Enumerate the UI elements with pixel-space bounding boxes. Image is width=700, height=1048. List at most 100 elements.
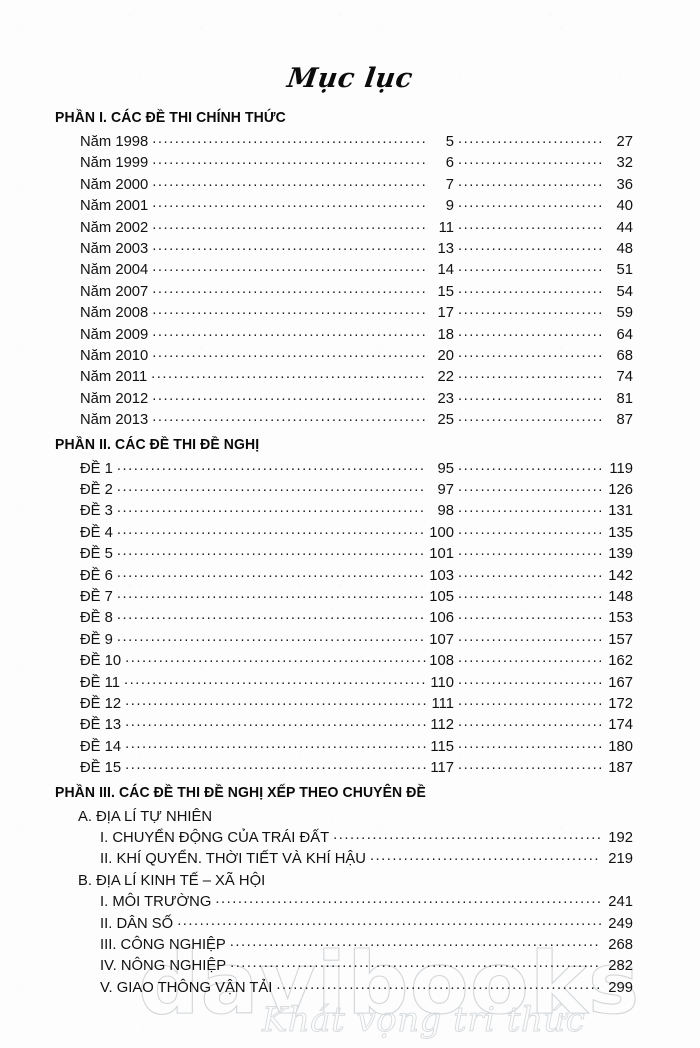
toc-entry[interactable]: ĐỀ 4 100 135 (80, 525, 633, 546)
toc-entry-page-secondary: 81 (616, 390, 633, 407)
toc-entry[interactable]: ĐỀ 3 98 131 (80, 503, 633, 524)
dot-leader (458, 586, 604, 602)
toc-entry[interactable]: Năm 2013 25 87 (80, 412, 633, 433)
dot-leader (151, 366, 426, 382)
toc-entry-page-primary: 17 (437, 305, 454, 322)
toc-entry[interactable]: I. MÔI TRƯỜNG 241 (100, 894, 633, 915)
toc-entry[interactable]: Năm 2001 9 40 (80, 198, 633, 219)
toc-entry-label: II. KHÍ QUYỂN. THỜI TIẾT VÀ KHÍ HẬU (100, 851, 366, 868)
toc-entry-page-primary: 101 (429, 546, 454, 563)
toc-entry[interactable]: ĐỀ 12 111 172 (80, 696, 633, 717)
toc-entry-label: ĐỀ 2 (80, 482, 113, 498)
watermark-tagline: Khát vọng tri thức (262, 1000, 586, 1041)
dot-leader (125, 693, 426, 709)
toc-entry[interactable]: Năm 2011 22 74 (80, 369, 633, 390)
toc-entry[interactable]: Năm 2009 18 64 (80, 327, 633, 348)
toc-entry-page-primary: 97 (437, 482, 454, 498)
toc-entry-page-secondary: 174 (608, 717, 633, 734)
toc-entry[interactable]: Năm 1999 6 32 (80, 155, 633, 176)
dot-leader (458, 607, 604, 623)
toc-entry[interactable]: ĐỀ 5 101 139 (80, 546, 633, 567)
toc-entry-page-primary: 7 (445, 176, 454, 193)
toc-entry-page-secondary: 87 (616, 412, 633, 429)
toc-entry-page: 282 (608, 958, 633, 975)
toc-entry-label: ĐỀ 4 (80, 524, 113, 541)
toc-entry[interactable]: ĐỀ 13 112 174 (80, 717, 633, 738)
dot-leader (458, 500, 604, 516)
dot-leader (125, 650, 426, 666)
toc-entry[interactable]: ĐỀ 10 108 162 (80, 653, 633, 674)
toc-entry-page-primary: 22 (437, 369, 454, 386)
toc-entry[interactable]: ĐỀ 7 105 148 (80, 589, 633, 610)
dot-leader (152, 345, 426, 361)
toc-entry-page-primary: 5 (445, 134, 454, 150)
toc-entry-page-primary: 18 (437, 326, 454, 343)
toc-entry[interactable]: Năm 1998 5 27 (80, 134, 633, 155)
dot-leader (458, 238, 604, 254)
toc-entry-label: ĐỀ 5 (80, 546, 113, 563)
dot-leader (152, 388, 426, 404)
dot-leader (117, 565, 426, 581)
toc-entry-label: Năm 2001 (80, 198, 149, 215)
toc-entry[interactable]: ĐỀ 11 110 167 (80, 675, 633, 696)
toc-entry[interactable]: Năm 2000 7 36 (80, 177, 633, 198)
toc-entry-label: IV. NÔNG NGHIỆP (100, 958, 227, 975)
toc-entry-label: I. MÔI TRƯỜNG (100, 894, 212, 911)
toc-entry[interactable]: ĐỀ 14 115 180 (80, 739, 633, 760)
toc-entry-page-secondary: 131 (608, 503, 633, 520)
toc-entry-page-secondary: 44 (616, 219, 633, 236)
dot-leader (117, 479, 426, 495)
toc-entry[interactable]: ĐỀ 6 103 142 (80, 568, 633, 589)
toc-entry-page: 219 (608, 851, 633, 868)
toc-entry[interactable]: Năm 2007 15 54 (80, 284, 633, 305)
toc-entry[interactable]: Năm 2002 11 44 (80, 220, 633, 241)
toc-entry-label: V. GIAO THÔNG VẬN TẢI (100, 979, 273, 996)
dot-leader (458, 259, 604, 275)
toc-entry-page-secondary: 167 (608, 674, 633, 691)
dot-leader (458, 714, 604, 730)
dot-leader (117, 500, 426, 516)
dot-leader (124, 672, 426, 688)
toc-entry-page-primary: 117 (430, 760, 454, 777)
toc-entry[interactable]: ĐỀ 15 117 187 (80, 760, 633, 781)
toc-entry-page: 268 (608, 937, 633, 953)
toc-entry-page-secondary: 32 (616, 155, 633, 172)
toc-entry[interactable]: ĐỀ 9 107 157 (80, 632, 633, 653)
dot-leader (152, 217, 426, 233)
toc-entry-page-primary: 110 (430, 674, 454, 691)
toc-entry-label: ĐỀ 3 (80, 503, 113, 520)
toc-entry-page-primary: 25 (437, 412, 454, 429)
toc-entry[interactable]: II. DÂN SỐ 249 (100, 916, 633, 937)
toc-entry-label: Năm 2012 (80, 390, 149, 407)
part-heading-1: PHẦN I. CÁC ĐỀ THI CHÍNH THỨC (55, 110, 286, 126)
part-heading-2: PHẦN II. CÁC ĐỀ THI ĐỀ NGHỊ (55, 436, 260, 453)
toc-entry[interactable]: III. CÔNG NGHIỆP 268 (100, 937, 633, 958)
toc-entry-label: Năm 2010 (80, 348, 149, 364)
toc-entry[interactable]: II. KHÍ QUYỂN. THỜI TIẾT VÀ KHÍ HẬU 219 (100, 851, 633, 872)
toc-entry-label: Năm 2000 (80, 176, 149, 193)
toc-entry-label: ĐỀ 13 (80, 717, 122, 734)
toc-entry[interactable]: Năm 2012 23 81 (80, 391, 633, 412)
toc-entry-label: II. DÂN SỐ (100, 915, 174, 932)
toc-entry[interactable]: Năm 2008 17 59 (80, 305, 633, 326)
toc-entry-label: ĐỀ 7 (80, 589, 113, 605)
toc-entry[interactable]: ĐỀ 8 106 153 (80, 610, 633, 631)
toc-entry[interactable]: IV. NÔNG NGHIỆP 282 (100, 958, 633, 979)
toc-entry[interactable]: Năm 2010 20 68 (80, 348, 633, 369)
toc-entry[interactable]: V. GIAO THÔNG VẬN TẢI 299 (100, 980, 633, 1001)
toc-entry[interactable]: I. CHUYỂN ĐỘNG CỦA TRÁI ĐẤT 192 (100, 830, 633, 851)
toc-entry[interactable]: ĐỀ 1 95 119 (80, 461, 633, 482)
dot-leader (117, 458, 426, 474)
dot-leader (458, 388, 604, 404)
dot-leader (152, 409, 426, 425)
toc-entry-page-secondary: 139 (608, 546, 633, 563)
toc-entry[interactable]: Năm 2004 14 51 (80, 262, 633, 283)
dot-leader (458, 479, 604, 495)
toc-entry-page-secondary: 40 (616, 198, 633, 215)
toc-entry[interactable]: ĐỀ 2 97 126 (80, 482, 633, 503)
toc-entry-page-secondary: 64 (616, 326, 633, 343)
toc-entry[interactable]: Năm 2003 13 48 (80, 241, 633, 262)
toc-entry-page-secondary: 142 (608, 567, 633, 584)
toc-entry-label: Năm 2002 (80, 219, 149, 236)
